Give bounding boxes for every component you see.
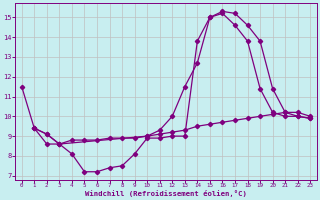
X-axis label: Windchill (Refroidissement éolien,°C): Windchill (Refroidissement éolien,°C) xyxy=(85,190,247,197)
